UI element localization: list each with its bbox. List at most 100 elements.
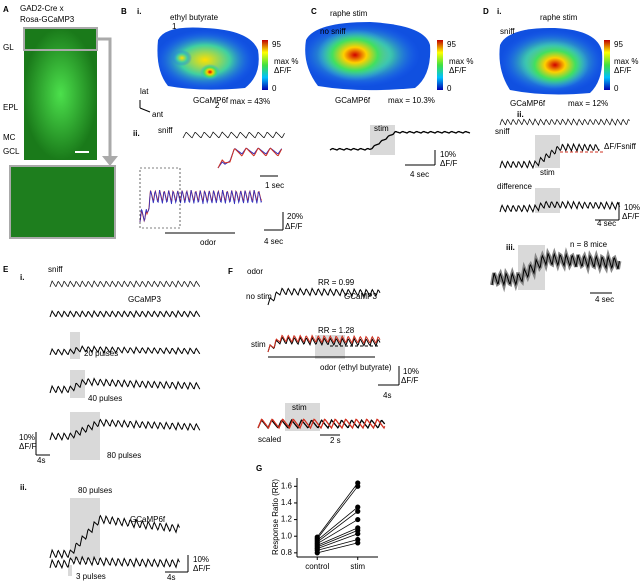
trace [257, 418, 386, 430]
pair-line [316, 482, 359, 538]
traces [35, 100, 630, 573]
label: scaled [258, 435, 281, 444]
label: ii. [133, 129, 140, 138]
label: 4 sec [264, 237, 283, 246]
label: 10% [193, 555, 209, 564]
label: 0 [272, 84, 277, 93]
colorbar [262, 40, 268, 90]
label: 3 pulses [76, 572, 106, 581]
label: max = 10.3% [388, 96, 435, 105]
label: no sniff [320, 27, 346, 36]
pair-line [317, 530, 358, 548]
pair-line [317, 527, 358, 546]
label: i. [137, 7, 141, 16]
trace [49, 418, 201, 441]
label: ΔF/F [285, 222, 302, 231]
label: Rosa-GCaMP3 [20, 15, 75, 24]
y-tick-label: 1.6 [281, 481, 293, 490]
labels: A GAD2-Cre x Rosa-GCaMP3 GL EPL MC GCL B i. ethyl… [3, 4, 640, 582]
pair-line [317, 539, 358, 551]
trace [49, 555, 180, 570]
label: GAD2-Cre x [20, 4, 64, 13]
label: GCaMP6f [193, 96, 229, 105]
x-tick-label: stim [350, 562, 365, 571]
trace [267, 336, 381, 353]
label: 20 pulses [84, 349, 118, 358]
label: EPL [3, 103, 19, 112]
panel-label: G [256, 464, 262, 473]
trace [49, 309, 201, 319]
label: sniff [500, 27, 515, 36]
label: 10% [440, 150, 456, 159]
panel-label: C [311, 7, 317, 16]
point [314, 550, 320, 556]
label: 1 sec [265, 181, 284, 190]
label: 95 [447, 40, 456, 49]
trace [267, 287, 381, 306]
label: 10% [403, 367, 419, 376]
y-tick-label: 1.0 [281, 531, 293, 540]
x-tick-label: control [305, 562, 329, 571]
panel-label: E [3, 265, 9, 274]
label: 4 sec [410, 170, 429, 179]
trace [499, 142, 600, 170]
label: ΔF/F [622, 212, 639, 221]
axis-arrow [139, 107, 151, 113]
heatmap [157, 27, 259, 90]
label: GCaMP3 [128, 295, 161, 304]
label: 0 [614, 84, 619, 93]
label: stim [374, 124, 389, 133]
label: GCaMP6f [510, 99, 546, 108]
label: 80 pulses [107, 451, 141, 460]
label: RR = 1.28 [318, 326, 355, 335]
label: raphe stim [540, 13, 578, 22]
scale-bar [75, 151, 89, 153]
pair-line [316, 506, 359, 541]
label: ii. [20, 483, 27, 492]
y-tick-label: 1.2 [281, 515, 293, 524]
label: max % [274, 57, 298, 66]
label: ΔF/F [440, 159, 457, 168]
label: ΔF/F [401, 376, 418, 385]
trace [49, 280, 201, 288]
trace [499, 118, 630, 126]
label: 80 pulses [78, 486, 112, 495]
label: 4 sec [597, 219, 616, 228]
panel-label: D [483, 7, 489, 16]
trace [499, 200, 621, 214]
colorbar [437, 40, 443, 90]
label: MC [3, 133, 16, 142]
label: ant [152, 110, 164, 119]
y-tick-label: 1.4 [281, 498, 293, 507]
pair-line [317, 519, 358, 545]
trace [329, 130, 471, 151]
arrow-head [102, 156, 118, 166]
label: ΔF/F [449, 66, 466, 75]
trace [491, 252, 620, 287]
point [355, 504, 361, 510]
trace [182, 131, 285, 139]
label: n = 8 mice [570, 240, 608, 249]
label: GCaMP3 [344, 292, 377, 301]
label: 0 [447, 84, 452, 93]
point [355, 508, 361, 514]
label: 95 [614, 40, 623, 49]
y-tick-label: 0.8 [281, 548, 293, 557]
fluorescence-image [9, 165, 116, 239]
colorbar [604, 40, 610, 90]
label: GCaMP6f [335, 96, 371, 105]
label: sniff [48, 265, 63, 274]
label: 1 [172, 22, 177, 31]
label: max = 12% [568, 99, 608, 108]
label: sniff [158, 126, 173, 135]
label: ΔF/F [614, 66, 631, 75]
trace [257, 418, 386, 430]
arrow [97, 37, 112, 158]
label: sniff [495, 127, 510, 136]
label: 2 [215, 101, 220, 110]
panel-label: F [228, 267, 233, 276]
label: i. [497, 7, 501, 16]
label: odor [200, 238, 216, 247]
label: 95 [272, 40, 281, 49]
y-axis-label: Response Ratio (RR) [271, 479, 280, 555]
